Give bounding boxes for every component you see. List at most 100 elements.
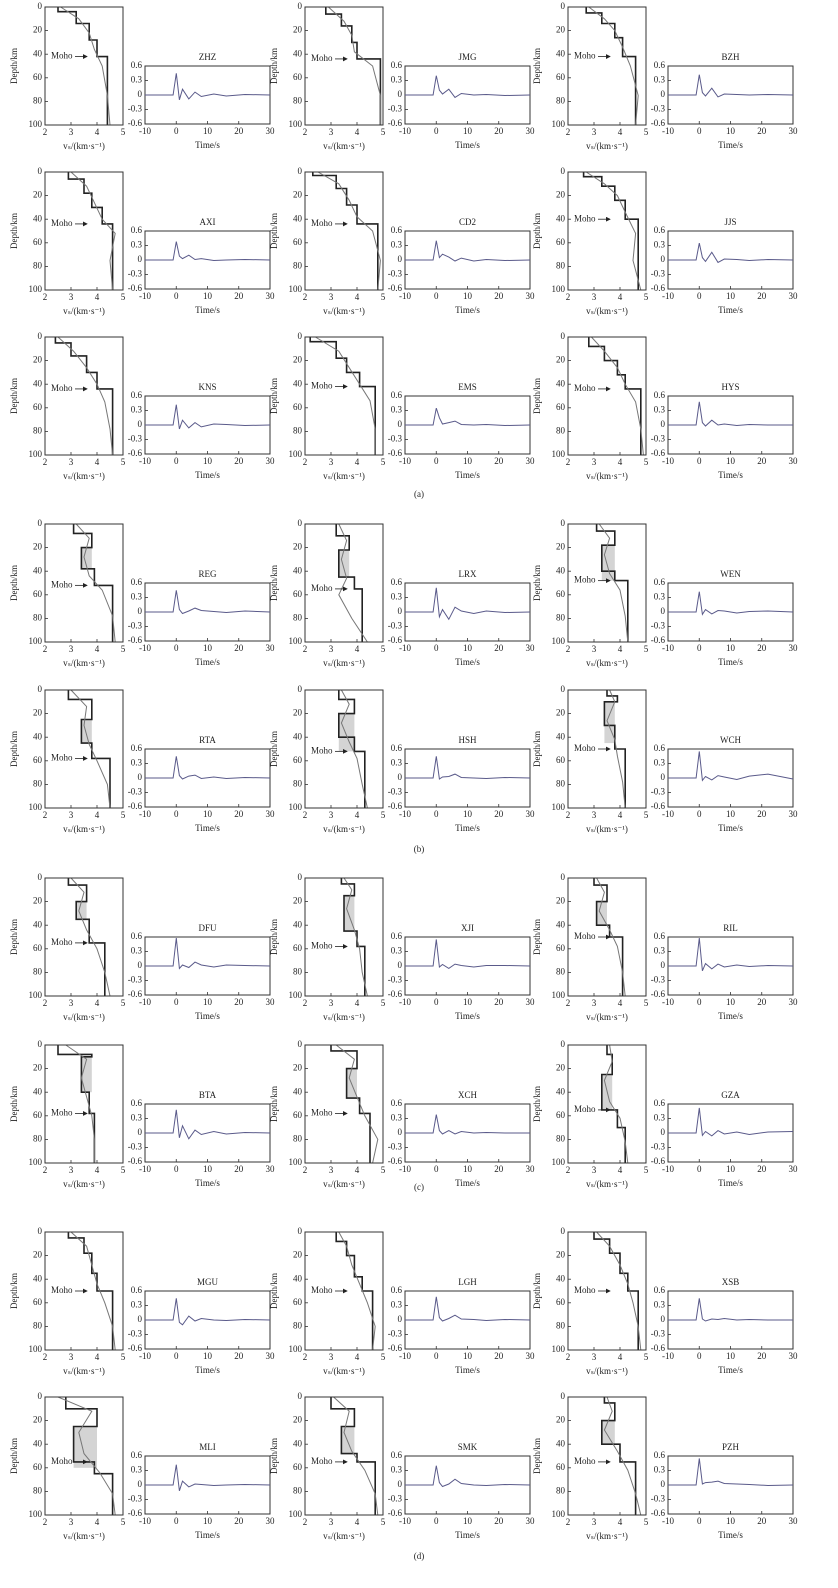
station-name: JJS — [724, 217, 736, 227]
y-tick-label: 0 — [561, 1039, 566, 1049]
y-tick-label: 60 — [556, 943, 566, 953]
y-tick-label: 80 — [33, 425, 43, 435]
velocity-model — [601, 1397, 637, 1515]
x-tick-label: 5 — [121, 810, 126, 820]
x-tick-label: 5 — [644, 1517, 649, 1527]
y-tick-label: 100 — [29, 636, 43, 646]
y-tick-label: -0.3 — [651, 787, 666, 797]
x-tick-label: 3 — [329, 292, 334, 302]
y-tick-label: 0.6 — [391, 931, 403, 941]
y-tick-label: 0.3 — [131, 1465, 143, 1475]
x-axis-label: Time/s — [455, 1011, 480, 1021]
x-tick-label: 30 — [266, 643, 276, 653]
y-tick-label: 100 — [289, 1509, 303, 1519]
x-tick-label: -10 — [399, 997, 411, 1007]
inverted-profile — [75, 523, 116, 643]
panel-label: (b) — [414, 844, 425, 854]
y-tick-label: 0 — [398, 1127, 403, 1137]
y-tick-label: 0 — [138, 606, 143, 616]
y-tick-label: 0 — [138, 1127, 143, 1137]
x-tick-label: 2 — [566, 457, 571, 467]
x-tick-label: 5 — [644, 292, 649, 302]
x-tick-label: 10 — [463, 643, 473, 653]
y-tick-label: 0 — [661, 1127, 666, 1137]
inverted-profile — [65, 1044, 95, 1163]
x-tick-label: 10 — [726, 291, 736, 301]
receiver-function — [405, 756, 531, 780]
x-tick-label: -10 — [662, 1351, 674, 1361]
x-tick-label: 0 — [174, 1351, 179, 1361]
x-tick-label: 5 — [121, 644, 126, 654]
y-tick-label: 20 — [556, 708, 566, 718]
y-tick-label: 0 — [298, 331, 303, 341]
x-tick-label: 30 — [789, 997, 799, 1007]
moho-label: Moho — [311, 1285, 333, 1295]
x-tick-label: -10 — [139, 1351, 151, 1361]
x-tick-label: -10 — [399, 1516, 411, 1526]
x-tick-label: 5 — [121, 457, 126, 467]
y-tick-label: 40 — [33, 213, 43, 223]
x-tick-label: 2 — [303, 457, 308, 467]
y-tick-label: -0.3 — [128, 1142, 143, 1152]
x-tick-label: 10 — [203, 809, 213, 819]
y-tick-label: 60 — [33, 1462, 43, 1472]
x-tick-label: 3 — [329, 644, 334, 654]
inverted-profile — [603, 1044, 629, 1164]
y-tick-label: -0.6 — [128, 118, 143, 128]
y-tick-label: 0 — [661, 606, 666, 616]
x-tick-label: 5 — [381, 644, 386, 654]
y-tick-label: 0.3 — [391, 758, 403, 768]
y-tick-label: 80 — [293, 1485, 303, 1495]
y-tick-label: 100 — [29, 802, 43, 812]
panel-label: (c) — [414, 1182, 424, 1192]
x-axis-label: Time/s — [718, 140, 743, 150]
y-tick-label: 0 — [38, 1226, 43, 1236]
x-tick-label: -10 — [662, 643, 674, 653]
x-tick-label: 30 — [789, 643, 799, 653]
receiver-function — [668, 937, 794, 971]
x-tick-label: 3 — [592, 127, 597, 137]
x-tick-label: 30 — [789, 809, 799, 819]
x-tick-label: 4 — [618, 292, 623, 302]
y-tick-label: -0.6 — [388, 283, 403, 293]
x-tick-label: 2 — [566, 810, 571, 820]
y-tick-label: 0.3 — [131, 1113, 143, 1123]
y-tick-label: -0.3 — [388, 1142, 403, 1152]
plot-frame — [567, 689, 647, 809]
station-name: HYS — [721, 382, 739, 392]
y-tick-label: -0.3 — [651, 621, 666, 631]
station-name: XJI — [461, 923, 474, 933]
y-tick-label: 0.6 — [131, 577, 143, 587]
y-tick-label: 80 — [556, 778, 566, 788]
inverted-profile — [57, 336, 114, 456]
y-tick-label: 100 — [289, 636, 303, 646]
x-tick-label: 5 — [644, 127, 649, 137]
x-tick-label: 4 — [355, 644, 360, 654]
x-tick-label: 2 — [43, 457, 48, 467]
y-tick-label: 60 — [556, 1110, 566, 1120]
y-tick-label: 0.3 — [391, 240, 403, 250]
y-tick-label: 0 — [38, 684, 43, 694]
x-tick-label: -10 — [139, 1516, 151, 1526]
x-tick-label: 5 — [644, 457, 649, 467]
x-tick-label: 2 — [303, 292, 308, 302]
y-tick-label: -0.3 — [651, 1142, 666, 1152]
y-tick-label: 60 — [33, 1110, 43, 1120]
inverted-profile — [598, 523, 629, 643]
y-tick-label: 100 — [552, 1509, 566, 1519]
low-velocity-zone — [604, 701, 615, 744]
y-tick-label: -0.3 — [128, 621, 143, 631]
y-tick-label: 80 — [33, 1133, 43, 1143]
x-axis-label: vₛ/(km·s⁻¹) — [586, 1012, 628, 1022]
y-tick-label: 20 — [33, 1250, 43, 1260]
station-name: MGU — [197, 1277, 219, 1287]
y-tick-label: -0.3 — [388, 269, 403, 279]
low-velocity-zone — [341, 1426, 355, 1454]
x-tick-label: 10 — [726, 126, 736, 136]
y-axis-label: Depth/km — [9, 48, 19, 84]
y-tick-label: 80 — [33, 260, 43, 270]
x-tick-label: 2 — [566, 1352, 571, 1362]
low-velocity-zone — [81, 547, 92, 569]
x-tick-label: 5 — [381, 1352, 386, 1362]
y-tick-label: 0 — [398, 772, 403, 782]
